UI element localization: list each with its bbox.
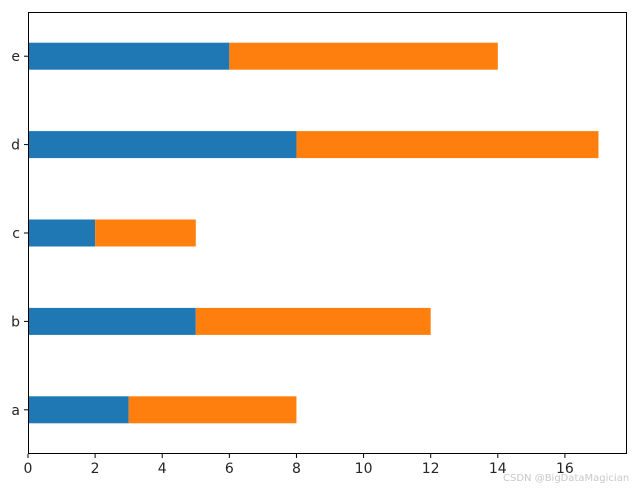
bar-d-series-1: [28, 131, 297, 159]
y-tick-label: e: [11, 49, 20, 65]
watermark: CSDN @BigDataMagician: [503, 473, 630, 484]
bar-a-series-1: [28, 396, 129, 424]
x-tick-label: 10: [355, 461, 373, 477]
x-tick-label: 14: [489, 461, 507, 477]
bar-d-series-2: [296, 131, 599, 159]
x-tick-label: 6: [225, 461, 234, 477]
bar-a-series-2: [128, 396, 297, 424]
y-tick-label: a: [11, 403, 20, 419]
y-tick-label: c: [12, 226, 20, 242]
x-tick-label: 2: [91, 461, 100, 477]
x-tick-label: 8: [292, 461, 301, 477]
x-axis: 0 2 4 6 8 10 12 14 16: [24, 454, 574, 477]
y-tick-label: b: [11, 314, 20, 330]
plot-frame: [28, 12, 627, 454]
bar-b-series-2: [195, 307, 431, 335]
x-tick-label: 12: [422, 461, 440, 477]
x-tick-label: 0: [24, 461, 33, 477]
bar-e-series-1: [28, 42, 230, 70]
y-axis: a b c d e: [11, 49, 28, 419]
bar-c-series-2: [95, 219, 196, 247]
bar-e-series-2: [229, 42, 498, 70]
x-tick-label: 4: [158, 461, 167, 477]
y-tick-label: d: [11, 138, 20, 154]
bar-c-series-1: [28, 219, 96, 247]
bars-layer: [28, 42, 599, 424]
bar-b-series-1: [28, 307, 196, 335]
x-tick-label: 16: [556, 461, 574, 477]
